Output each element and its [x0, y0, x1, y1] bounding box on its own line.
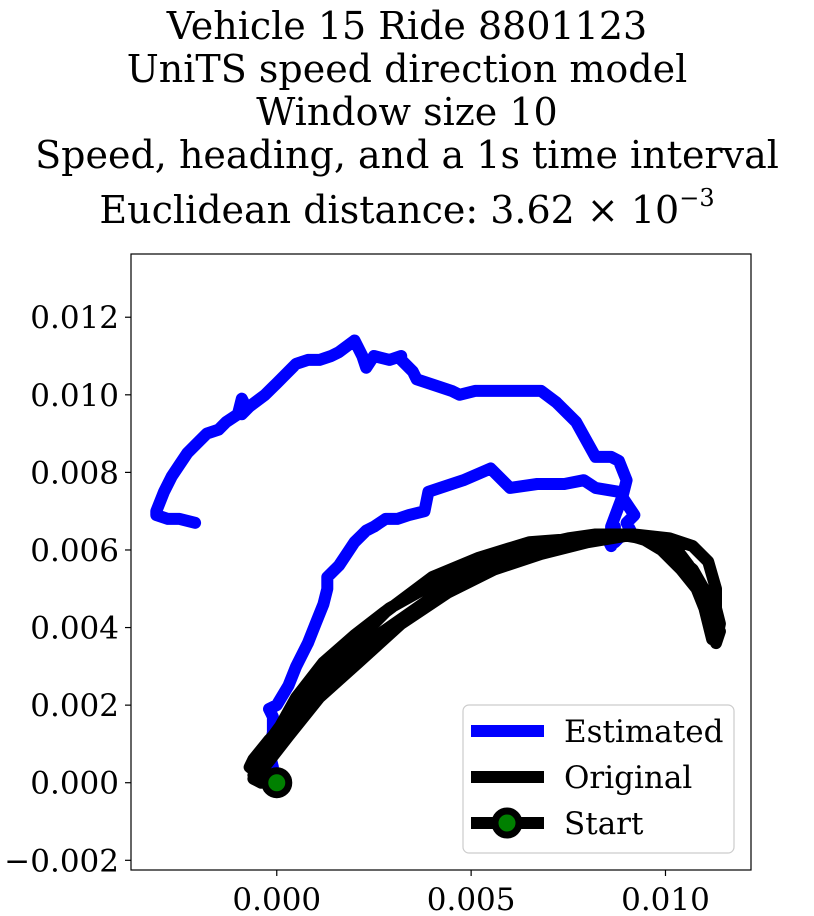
y-tick-label: 0.004: [30, 611, 119, 647]
legend-estimated-label: Estimated: [564, 714, 723, 750]
legend-start-label: Start: [564, 806, 644, 842]
y-tick-label: −0.002: [4, 843, 119, 879]
chart-title-exponent: −3: [679, 184, 715, 212]
plot-area-frame: [130, 253, 752, 871]
y-axis: −0.002 0.000 0.002 0.004 0.006 0.008 0.010 0.01…: [4, 300, 131, 879]
start-point-marker: [261, 767, 293, 799]
x-tick-label: 0.000: [232, 882, 321, 916]
legend-box: [462, 704, 735, 854]
chart-title-distance: Euclidean distance: 3.62 × 10: [99, 188, 680, 232]
x-axis: 0.000 0.005 0.010: [232, 870, 710, 916]
chart-title-line-3: Window size 10: [256, 90, 558, 134]
y-tick-label: 0.008: [30, 455, 119, 491]
legend-start-marker: [491, 807, 523, 839]
series-line-estimated: [150, 334, 641, 789]
chart-title-line-5: Euclidean distance: 3.62 × 10−3: [0, 177, 814, 232]
plot-series-layer: [150, 334, 726, 799]
y-tick-label: 0.000: [30, 766, 119, 802]
x-tick-label: 0.010: [621, 882, 710, 916]
series-line-original: [243, 528, 726, 789]
legend: Estimated Original Start: [462, 704, 735, 854]
chart-title-line-2: UniTS speed direction model: [126, 47, 688, 91]
y-tick-label: 0.002: [30, 688, 119, 724]
y-tick-label: 0.010: [30, 378, 119, 414]
y-tick-label: 0.006: [30, 533, 119, 569]
legend-original-label: Original: [564, 760, 692, 796]
x-tick-label: 0.005: [427, 882, 516, 916]
chart-title-line-4: Speed, heading, and a 1s time interval: [35, 133, 779, 177]
chart-title-line-1: Vehicle 15 Ride 8801123: [166, 4, 648, 48]
y-tick-label: 0.012: [30, 300, 119, 336]
